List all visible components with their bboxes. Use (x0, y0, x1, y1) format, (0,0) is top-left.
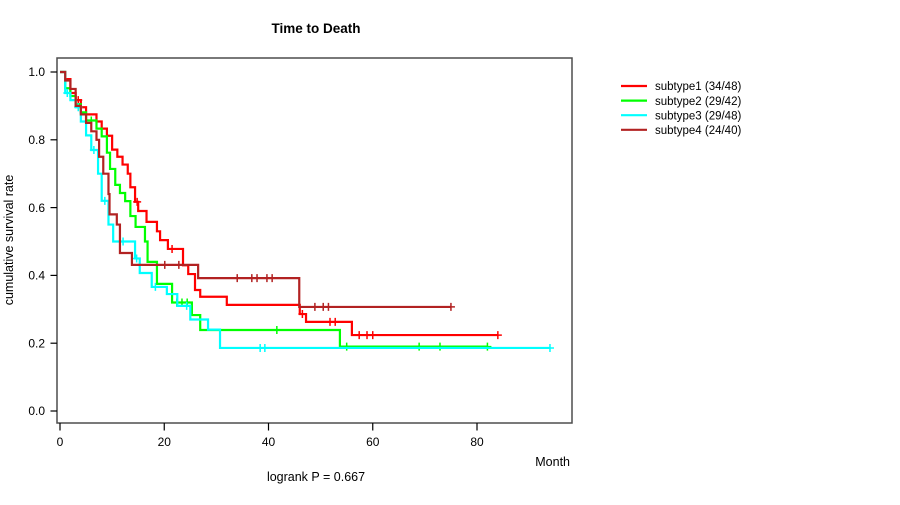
curve-subtype1 (60, 70, 498, 337)
y-tick-label: 0.8 (28, 133, 45, 147)
legend-label-subtype3: subtype3 (29/48) (655, 110, 741, 122)
curve-subtype4 (60, 70, 451, 309)
y-tick-label: 0.0 (28, 404, 45, 418)
y-tick-label: 0.2 (28, 336, 45, 350)
x-tick-label: 80 (470, 435, 484, 449)
x-tick-label: 40 (262, 435, 276, 449)
censor-marks-subtype1 (74, 96, 502, 340)
chart-title: Time to Death (271, 21, 360, 36)
x-tick-label: 60 (366, 435, 380, 449)
y-tick-label: 0.4 (28, 269, 45, 283)
y-axis-label: cumulative survival rate (2, 175, 16, 306)
survival-curves (60, 70, 554, 352)
legend-label-subtype1: subtype1 (34/48) (655, 81, 741, 93)
legend-label-subtype2: subtype2 (29/42) (655, 96, 741, 108)
x-axis-ticks: 0 20 40 60 80 (57, 423, 484, 449)
censor-marks-subtype3 (63, 89, 554, 352)
censor-marks-subtype2 (87, 116, 492, 351)
y-axis-ticks: 0.0 0.2 0.4 0.6 0.8 1.0 (28, 65, 57, 418)
x-axis-label: Month (535, 455, 570, 469)
legend-label-subtype4: subtype4 (24/40) (655, 125, 741, 137)
y-tick-label: 1.0 (28, 65, 45, 79)
censor-marks-subtype4 (160, 260, 455, 311)
y-tick-label: 0.6 (28, 201, 45, 215)
logrank-annotation: logrank P = 0.667 (267, 470, 365, 484)
plot-box (56, 57, 573, 424)
x-tick-label: 0 (57, 435, 64, 449)
x-tick-label: 20 (158, 435, 172, 449)
legend: subtype1 (34/48) subtype2 (29/42) subtype3… (621, 81, 741, 137)
